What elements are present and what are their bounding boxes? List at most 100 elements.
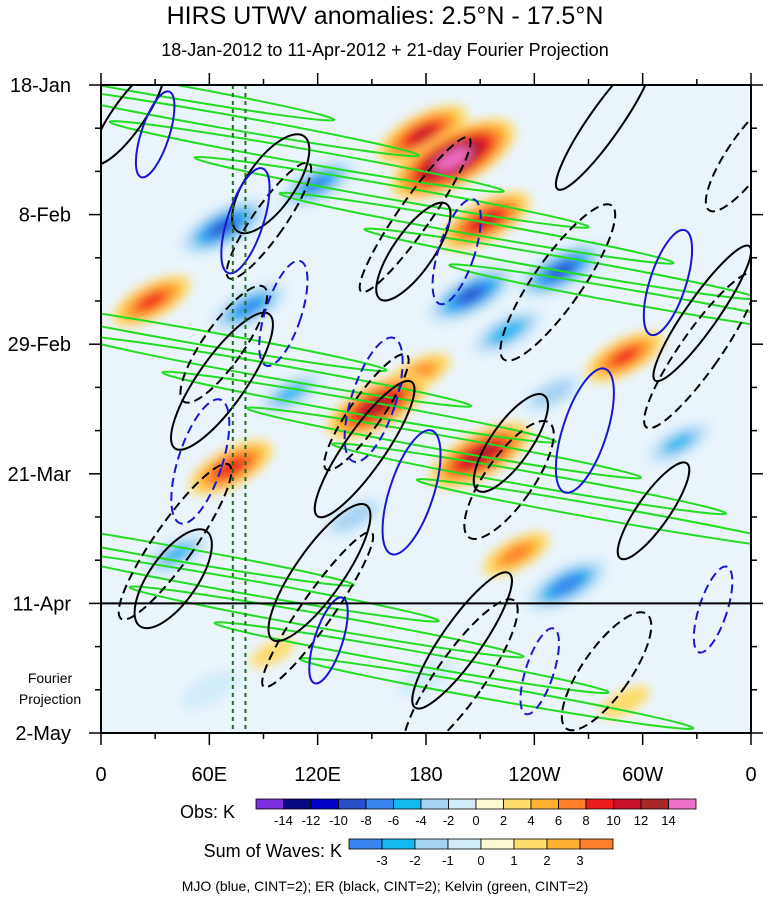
x-tick-label: 0	[745, 764, 756, 786]
waves-colorbar-tick: 1	[510, 853, 517, 868]
obs-colorbar-swatch	[613, 798, 642, 810]
waves-colorbar-tick: 0	[477, 853, 484, 868]
waves-colorbar-tick: -2	[409, 853, 421, 868]
er-contour	[499, 203, 617, 362]
kelvin-contour	[363, 227, 751, 301]
er-contour	[117, 462, 233, 621]
er-contour	[225, 161, 313, 280]
obs-colorbar-tick: -4	[415, 813, 427, 828]
anomaly-cell	[442, 151, 465, 167]
er-contour	[463, 420, 555, 540]
er-contour	[313, 379, 416, 519]
kelvin-contour	[193, 155, 590, 229]
obs-colorbar-swatch	[393, 798, 422, 810]
waves-colorbar-swatch	[579, 838, 614, 850]
obs-colorbar-swatch	[530, 798, 559, 810]
x-tick-label: 60W	[622, 764, 663, 786]
obs-colorbar-tick: -12	[302, 813, 321, 828]
anomaly-cell	[410, 126, 435, 143]
mjo-contour	[258, 259, 309, 367]
er-contour	[231, 133, 311, 235]
kelvin-contour	[278, 191, 675, 265]
wave-contours	[101, 85, 751, 733]
mjo-contour	[381, 429, 442, 556]
y-tick-label: 8-Feb	[19, 205, 71, 227]
waves-colorbar-swatch	[348, 838, 383, 850]
obs-colorbar-tick: -2	[443, 813, 455, 828]
obs-colorbar-tick: 14	[661, 813, 675, 828]
x-tick-label: 60E	[192, 764, 228, 786]
obs-colorbar-swatch	[558, 798, 587, 810]
kelvin-contour	[213, 621, 610, 695]
er-contour	[323, 353, 410, 472]
anomaly-cell	[664, 433, 694, 453]
mjo-contour	[308, 596, 349, 685]
obs-colorbar-swatch	[310, 798, 339, 810]
y-tick-label: 11-Apr	[12, 593, 71, 615]
anomaly-cell	[611, 347, 638, 366]
waves-colorbar-swatch	[414, 838, 449, 850]
obs-colorbar-tick: 12	[634, 813, 648, 828]
y-tick-label: 2-May	[15, 723, 71, 745]
waves-colorbar-tick: 2	[543, 853, 550, 868]
kelvin-contour	[330, 442, 727, 516]
obs-colorbar-tick: 8	[582, 813, 589, 828]
er-contour	[169, 311, 274, 451]
wave-legend-note: MJO (blue, CINT=2); ER (black, CINT=2); …	[181, 878, 589, 894]
kelvin-contour	[161, 370, 558, 444]
y-tick-label: 21-Mar	[8, 464, 72, 486]
er-contour	[616, 461, 691, 561]
obs-colorbar-swatch	[475, 798, 504, 810]
er-contour	[472, 393, 549, 493]
x-tick-label: 120E	[294, 764, 341, 786]
er-contour	[560, 611, 653, 732]
obs-colorbar-tick: -14	[274, 813, 293, 828]
obs-colorbar-tick: 10	[606, 813, 620, 828]
obs-colorbar-swatch	[448, 798, 477, 810]
waves-colorbar-label: Sum of Waves: K	[203, 841, 342, 861]
er-contour	[267, 502, 372, 643]
obs-colorbar-label: Obs: K	[179, 802, 235, 822]
obs-colorbar-tick: 0	[472, 813, 479, 828]
kelvin-contour	[101, 334, 473, 408]
obs-colorbar-swatch	[283, 798, 312, 810]
obs-colorbar-tick: 4	[527, 813, 534, 828]
er-contour	[101, 85, 165, 166]
kelvin-contour	[415, 478, 751, 551]
obs-colorbar-tick: -10	[329, 813, 348, 828]
waves-colorbar-swatch	[381, 838, 416, 850]
anomaly-cell	[501, 544, 531, 564]
anomaly-cell	[333, 503, 375, 531]
kelvin-contour	[246, 406, 643, 480]
er-contour	[375, 201, 452, 302]
anomaly-cell	[211, 218, 237, 235]
mjo-contour	[343, 336, 404, 463]
mjo-contour	[170, 398, 231, 525]
x-tick-label: 120W	[508, 764, 560, 786]
er-contour	[261, 531, 375, 689]
er-contour	[401, 598, 519, 733]
kelvin-contour	[101, 299, 388, 372]
er-contour	[704, 93, 751, 213]
waves-colorbar-swatch	[447, 838, 482, 850]
obs-colorbar-swatch	[640, 798, 669, 810]
kelvin-contour	[101, 513, 355, 587]
kelvin-contour	[128, 585, 525, 659]
obs-colorbar-tick: 2	[500, 813, 507, 828]
mjo-contour	[642, 228, 694, 337]
er-contour	[643, 271, 751, 430]
anomaly-cell	[458, 286, 484, 303]
anomaly-cell	[599, 685, 650, 719]
anomaly-cell	[531, 380, 573, 408]
anomaly-cell	[304, 175, 331, 193]
kelvin-contour	[108, 120, 505, 193]
waves-colorbar-swatch	[480, 838, 515, 850]
waves-colorbar-tick: -3	[376, 853, 388, 868]
anomaly-cell	[397, 658, 455, 697]
anomaly-cell	[138, 292, 165, 310]
obs-colorbar-swatch	[338, 798, 367, 810]
obs-colorbar-swatch	[503, 798, 532, 810]
mjo-contour	[431, 198, 482, 306]
mjo-contour	[519, 627, 561, 716]
